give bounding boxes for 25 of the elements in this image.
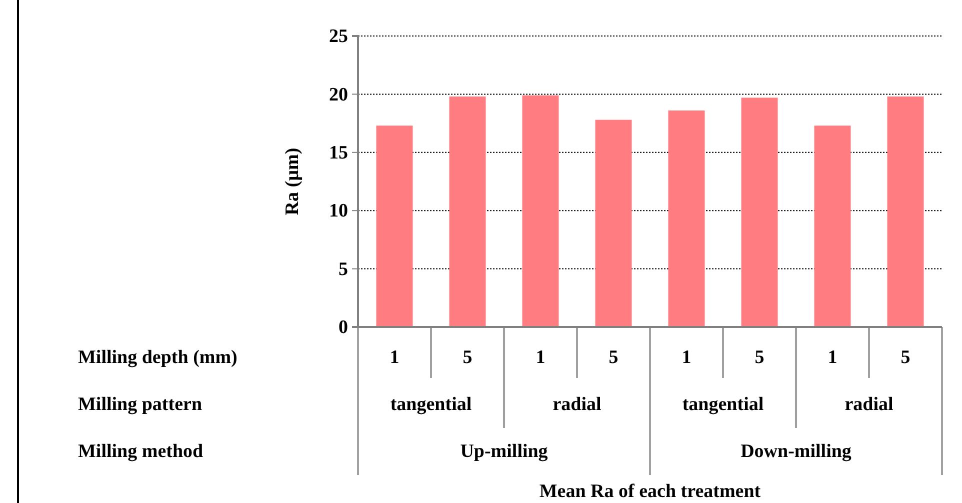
y-tick-label: 10 — [329, 200, 348, 222]
text: tangential — [682, 394, 764, 415]
x-tick-label: 5 — [900, 347, 910, 368]
text: radial — [844, 394, 894, 415]
text: Milling pattern — [78, 394, 202, 415]
y-tick-label: 20 — [329, 84, 348, 106]
y-tick-label: 0 — [338, 317, 348, 338]
y-tick-label: 15 — [329, 142, 348, 164]
x-tick-label: 1 — [682, 347, 692, 368]
text: radial — [552, 394, 602, 415]
x-tick-label: 5 — [608, 347, 618, 368]
text: Milling method — [78, 441, 204, 462]
text: Up-milling — [460, 441, 548, 462]
text: tangential — [390, 394, 472, 415]
text: Mean Ra of each treatment — [539, 481, 762, 502]
x-tick-label: 1 — [390, 347, 400, 368]
x-tick-label: 5 — [754, 347, 764, 368]
y-tick-label: 5 — [338, 258, 348, 280]
y-axis-title: Ra (µm) — [282, 148, 303, 216]
x-tick-label: 1 — [828, 347, 838, 368]
y-tick-label: 25 — [329, 26, 348, 48]
x-tick-label: 1 — [536, 347, 546, 368]
text: Down-milling — [740, 441, 852, 462]
text: Milling depth (mm) — [78, 347, 238, 368]
x-tick-label: 5 — [462, 347, 472, 368]
